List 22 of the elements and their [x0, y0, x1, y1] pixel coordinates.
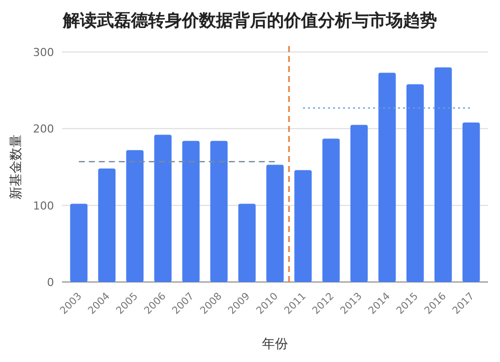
bar: [70, 204, 88, 282]
y-axis-title: 新基金数量: [9, 134, 24, 200]
bar: [238, 204, 256, 282]
y-tick-label: 100: [33, 199, 54, 212]
y-tick-label: 200: [33, 122, 54, 136]
bar: [154, 134, 172, 282]
x-axis-title: 年份: [262, 337, 288, 352]
bar: [322, 138, 340, 282]
bar: [434, 67, 452, 282]
bar: [294, 170, 312, 282]
bar: [406, 84, 424, 282]
bar: [98, 168, 116, 282]
bar: [378, 72, 396, 282]
bar: [182, 140, 200, 282]
bar: [462, 122, 480, 282]
bar: [126, 150, 144, 282]
bar: [266, 164, 284, 282]
y-tick-label: 0: [47, 276, 54, 289]
bar: [350, 124, 368, 282]
bar: [210, 140, 228, 282]
chart-title: 解读武磊德转身价数据背后的价值分析与市场趋势: [62, 11, 437, 31]
y-tick-label: 300: [33, 46, 54, 59]
